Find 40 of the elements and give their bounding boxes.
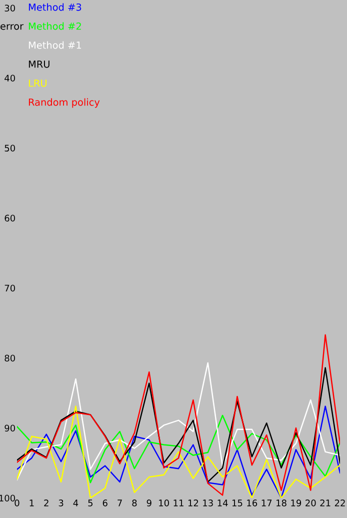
x-tick-label: 8 (132, 500, 137, 506)
x-tick-label: 4 (73, 500, 78, 506)
text: LRU (28, 80, 46, 87)
text: Method #1 (28, 41, 81, 49)
text: MRU (28, 60, 50, 68)
x-tick-label: 17 (262, 500, 272, 506)
x-tick-label: 3 (58, 500, 64, 506)
line-series (17, 406, 340, 498)
text: Method #3 (28, 3, 82, 11)
text: Random policy (28, 98, 100, 108)
x-tick-label: 15 (232, 500, 242, 506)
x-tick-label: 10 (159, 500, 169, 506)
x-tick-label: 7 (118, 500, 122, 506)
x-tick-label: 11 (174, 500, 184, 506)
x-tick-label: 5 (88, 500, 92, 506)
y-tick-label: 70 (4, 284, 16, 292)
x-tick-label: 12 (188, 500, 198, 506)
y-tick-label: 80 (4, 354, 16, 362)
y-tick-label: 90 (4, 424, 16, 432)
x-tick-label: 21 (320, 500, 330, 506)
text: Method #2 (28, 22, 81, 30)
y-tick-label: 30 (4, 4, 16, 12)
x-tick-label: 6 (102, 500, 108, 506)
x-tick-label: 22 (334, 500, 345, 506)
x-tick-label: 9 (146, 500, 152, 506)
x-tick-label: 0 (14, 500, 20, 506)
y-tick-label: 40 (4, 74, 16, 82)
line-series (17, 334, 340, 496)
y-tick-label: 60 (4, 214, 16, 222)
x-tick-label: 19 (291, 500, 302, 506)
x-tick-label: 20 (306, 500, 316, 506)
x-tick-label: 1 (30, 500, 34, 506)
y-axis-title: error (0, 24, 24, 30)
x-tick-label: 13 (203, 500, 213, 506)
x-tick-label: 18 (276, 500, 286, 506)
y-tick-label: 50 (4, 144, 16, 152)
line-series (17, 414, 340, 484)
x-tick-label: 14 (218, 500, 228, 506)
x-tick-label: 16 (247, 500, 258, 506)
x-tick-label: 2 (44, 500, 48, 506)
